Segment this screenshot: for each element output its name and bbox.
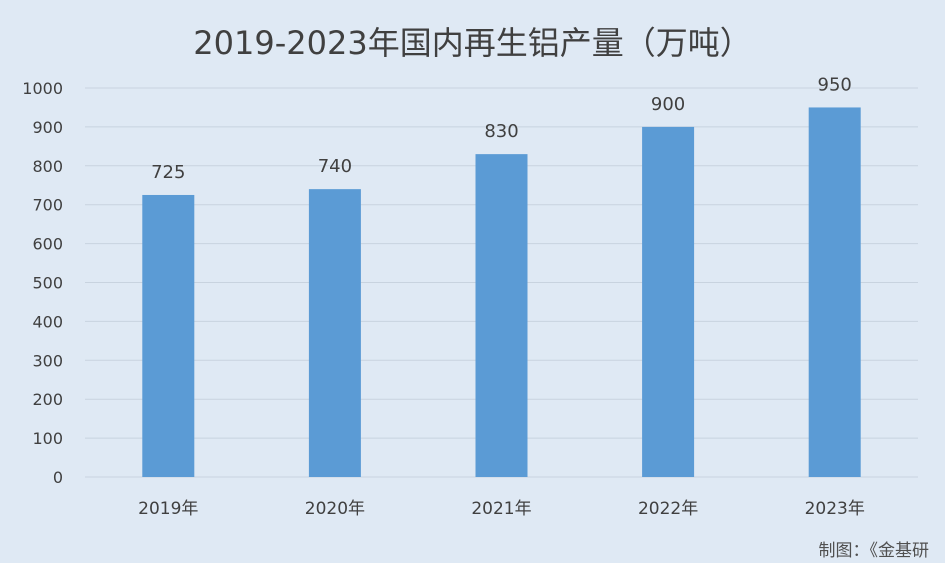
bar — [308, 189, 361, 477]
data-label: 725 — [151, 162, 185, 183]
data-label: 740 — [318, 156, 352, 177]
bar — [475, 154, 528, 477]
x-tick-label: 2019年 — [138, 499, 198, 519]
chart-title: 2019-2023年国内再生铝产量（万吨） — [193, 24, 752, 62]
y-tick-label: 1000 — [22, 79, 63, 98]
bar — [142, 194, 195, 477]
y-tick-label: 700 — [32, 196, 63, 215]
y-tick-label: 100 — [32, 429, 63, 448]
y-tick-label: 400 — [32, 312, 63, 331]
y-tick-label: 600 — [32, 235, 63, 254]
data-label: 830 — [484, 121, 518, 142]
y-tick-label: 300 — [32, 351, 63, 370]
x-tick-label: 2023年 — [805, 499, 865, 519]
x-tick-label: 2022年 — [638, 499, 698, 519]
bar — [642, 126, 695, 478]
y-tick-label: 800 — [32, 157, 63, 176]
x-tick-label: 2021年 — [471, 499, 531, 519]
y-tick-label: 900 — [32, 118, 63, 137]
y-tick-label: 500 — [32, 274, 63, 293]
x-tick-label: 2020年 — [305, 499, 365, 519]
bar — [808, 107, 861, 477]
y-tick-label: 0 — [53, 468, 63, 487]
y-tick-label: 200 — [32, 390, 63, 409]
data-label: 950 — [818, 74, 852, 95]
data-label: 900 — [651, 94, 685, 115]
source-credit: 制图：《金基研 — [818, 541, 930, 561]
